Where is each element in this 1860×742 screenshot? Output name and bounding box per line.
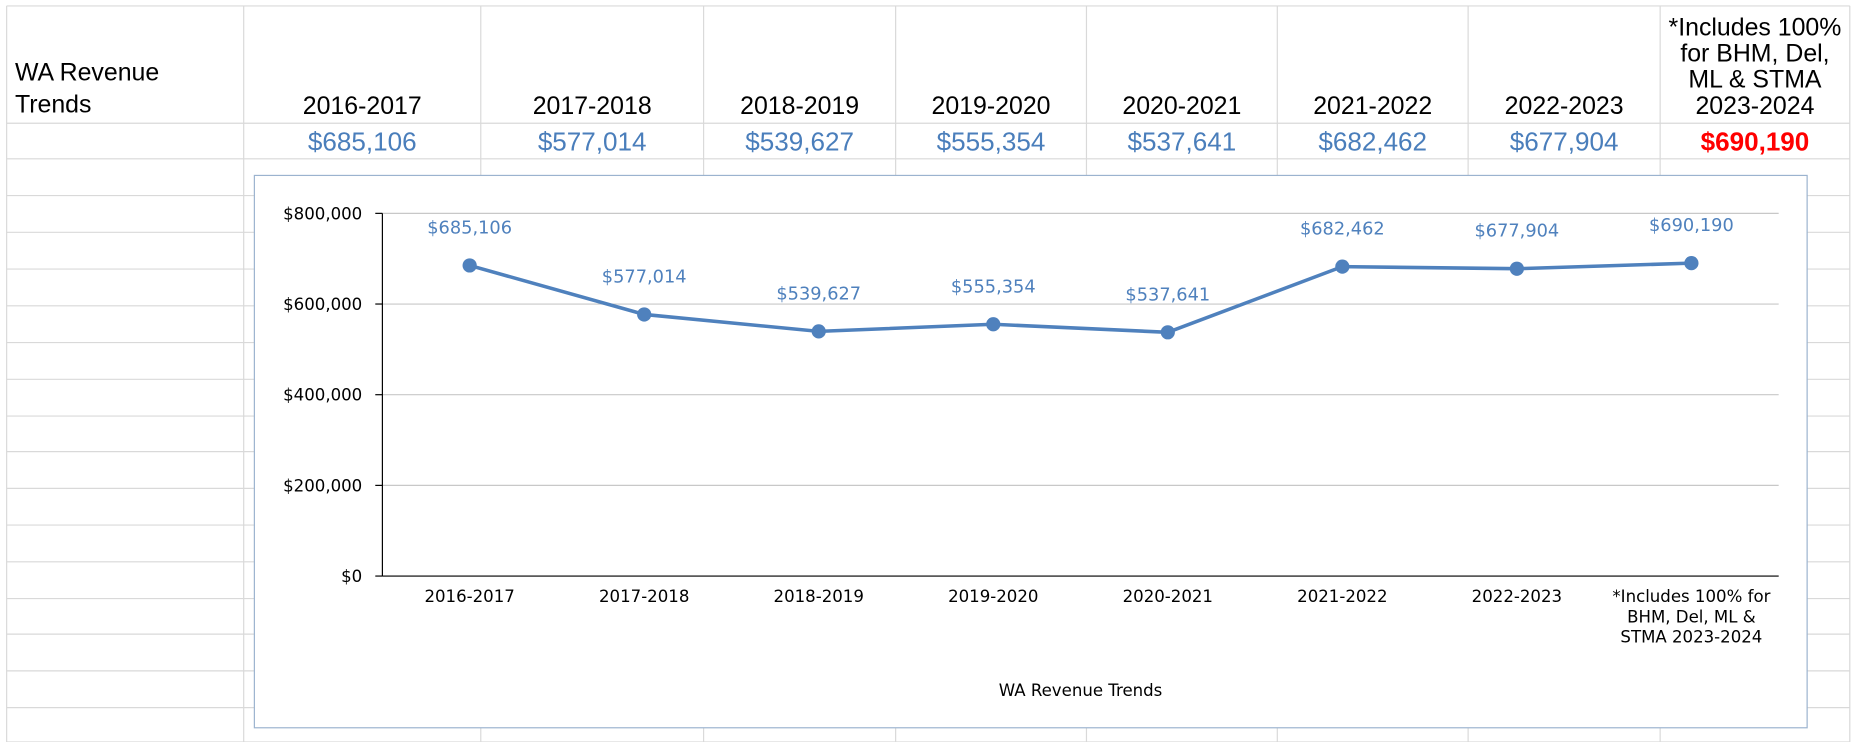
sheet-title: WA Revenue Trends [15, 59, 159, 119]
cell-value: $577,014 [538, 127, 647, 157]
data-point [1509, 261, 1524, 276]
x-tick-label: 2016-2017 [424, 587, 514, 606]
cell-value: $539,627 [745, 127, 854, 157]
data-point [811, 324, 826, 339]
x-tick-label: 2020-2021 [1123, 587, 1213, 606]
cell-value: $555,354 [937, 127, 1046, 157]
data-point [462, 258, 477, 273]
data-point [986, 317, 1001, 332]
column-header: 2022-2023 [1505, 92, 1624, 120]
x-tick-label: 2017-2018 [599, 587, 689, 606]
data-label: $539,627 [776, 284, 861, 304]
chart-frame [253, 174, 1808, 729]
data-label: $537,641 [1125, 285, 1210, 305]
data-label: $685,106 [427, 218, 512, 238]
cell-value: $537,641 [1128, 127, 1237, 157]
y-tick-label: $200,000 [283, 476, 362, 495]
cell-value: $690,190 [1701, 127, 1810, 157]
x-tick-label: 2019-2020 [948, 587, 1038, 606]
cell-value: $682,462 [1318, 127, 1427, 157]
data-point [1684, 256, 1699, 271]
cell-value: $677,904 [1510, 127, 1619, 157]
x-tick-label: 2018-2019 [774, 587, 864, 606]
x-tick-label: 2022-2023 [1472, 587, 1562, 606]
column-header: 2020-2021 [1122, 92, 1241, 120]
column-header: 2021-2022 [1313, 92, 1432, 120]
data-label: $677,904 [1474, 222, 1559, 242]
y-tick-label: $400,000 [283, 386, 362, 405]
y-tick-label: $0 [341, 567, 362, 586]
column-header: 2016-2017 [303, 92, 422, 120]
column-header: 2018-2019 [740, 92, 859, 120]
y-tick-label: $800,000 [283, 204, 362, 223]
column-header: *Includes 100% for BHM, Del, ML & STMA 2023… [1669, 14, 1842, 120]
column-header: 2017-2018 [533, 92, 652, 120]
y-tick-label: $600,000 [283, 295, 362, 314]
data-label: $577,014 [602, 267, 687, 287]
x-tick-label: 2021-2022 [1297, 587, 1387, 606]
data-point [1160, 325, 1175, 340]
cell-value: $685,106 [308, 127, 417, 157]
data-point [637, 307, 652, 322]
data-point [1335, 259, 1350, 274]
column-header: 2019-2020 [932, 92, 1051, 120]
x-axis-title: WA Revenue Trends [999, 681, 1163, 700]
data-label: $682,462 [1300, 220, 1385, 240]
data-label: $555,354 [951, 277, 1036, 297]
x-tick-label: *Includes 100% for BHM, Del, ML & STMA 202… [1612, 587, 1770, 646]
data-label: $690,190 [1649, 216, 1734, 236]
data-line [469, 261, 1692, 335]
